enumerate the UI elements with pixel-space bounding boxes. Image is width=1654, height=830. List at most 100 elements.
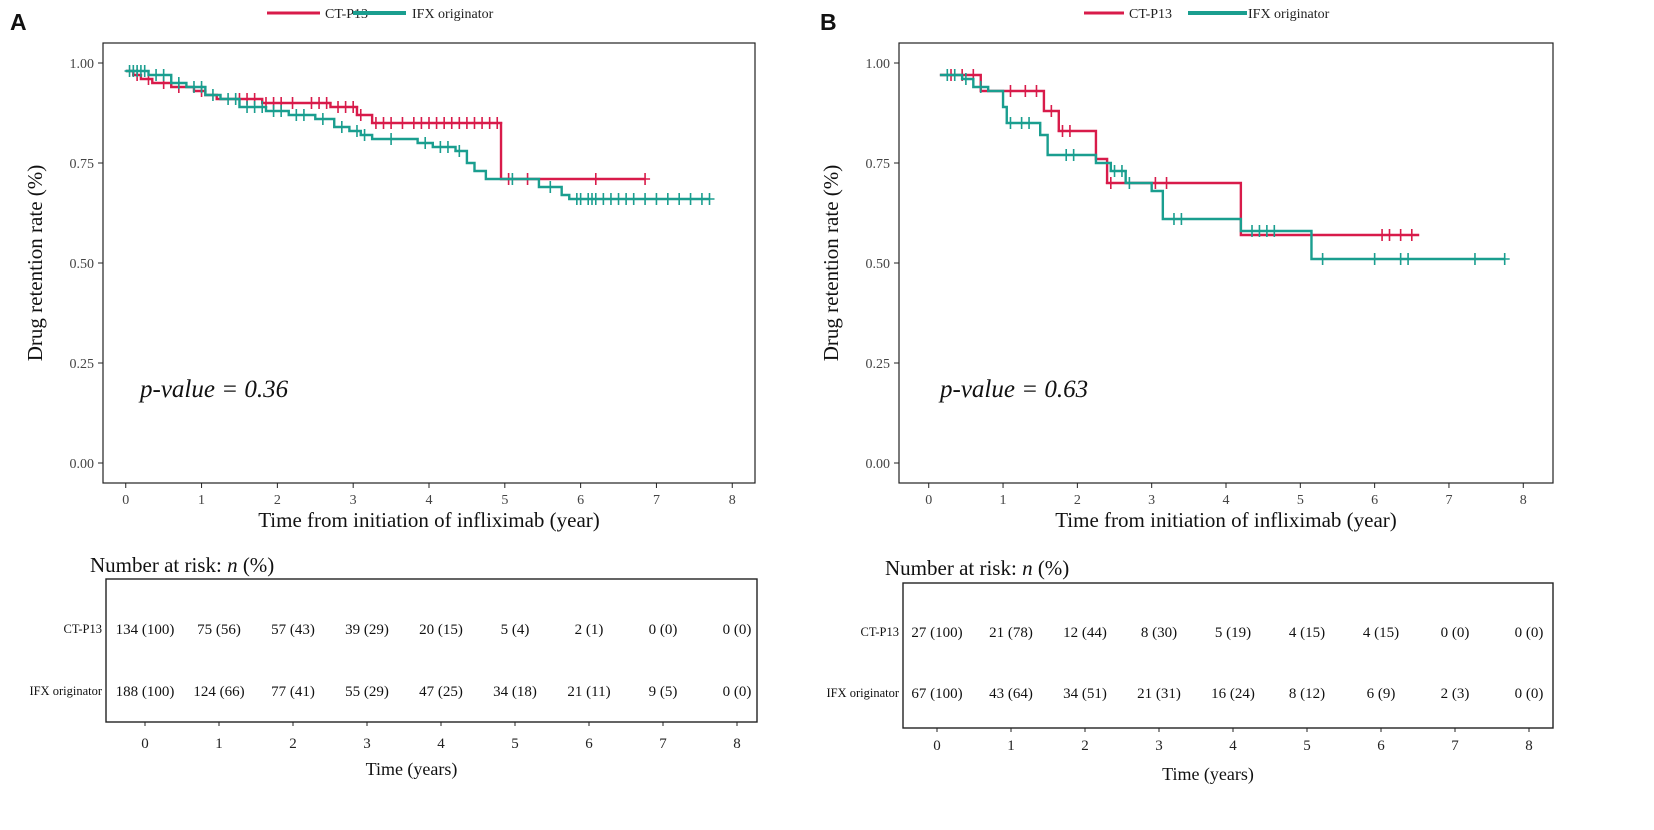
censor-mark xyxy=(276,105,287,117)
risk-table-title-n: n xyxy=(1022,556,1033,580)
y-tick-label: 0.00 xyxy=(70,457,95,472)
risk-table-x-title: Time (years) xyxy=(1162,764,1254,785)
y-tick-label: 0.50 xyxy=(70,257,95,272)
censor-mark xyxy=(590,173,601,185)
legend-label-ifx-originator: IFX originator xyxy=(1248,7,1330,22)
legend: CT-P13 IFX originator xyxy=(1084,7,1330,22)
y-tick-label: 0.00 xyxy=(866,457,891,472)
risk-table-cell: 2 (3) xyxy=(1441,686,1470,702)
risk-table-time-label: 3 xyxy=(1155,738,1163,754)
risk-table-time-label: 6 xyxy=(585,736,593,752)
risk-table-cell: 4 (15) xyxy=(1289,625,1325,641)
censor-mark xyxy=(1499,253,1510,265)
risk-table-time-label: 4 xyxy=(437,736,445,752)
risk-table-cell: 188 (100) xyxy=(116,684,175,700)
censor-mark xyxy=(640,173,651,185)
y-tick-label: 0.25 xyxy=(866,357,891,372)
censor-mark xyxy=(1384,229,1395,241)
censor-mark xyxy=(1317,253,1328,265)
censor-mark xyxy=(507,173,518,185)
risk-table-title-prefix: Number at risk: xyxy=(885,556,1022,580)
km-curve-ifx-originator xyxy=(939,73,1505,261)
censor-mark xyxy=(960,73,971,85)
series-ifx-originator xyxy=(124,65,715,205)
risk-table-title: Number at risk: n (%) xyxy=(90,553,274,577)
legend: CT-P13 IFX originator xyxy=(267,7,494,22)
risk-table-cell: 75 (56) xyxy=(197,622,241,638)
risk-table-cell: 20 (15) xyxy=(419,622,463,638)
censor-mark xyxy=(685,193,696,205)
censor-mark xyxy=(1105,177,1116,189)
censor-mark xyxy=(1068,149,1079,161)
risk-table-title-prefix: Number at risk: xyxy=(90,553,227,577)
censor-mark xyxy=(1005,117,1016,129)
censor-mark xyxy=(640,193,651,205)
censor-mark xyxy=(1024,117,1035,129)
x-tick-label: 3 xyxy=(350,493,357,508)
censor-mark xyxy=(397,117,408,129)
risk-table-cell: 5 (4) xyxy=(501,622,530,638)
panel-a: A CT-P13 IFX originator 0.00 0.25 0.50 0.75 1.0… xyxy=(10,7,758,780)
x-tick-label: 7 xyxy=(1445,493,1452,508)
y-tick-label: 1.00 xyxy=(866,57,891,72)
y-tick-label: 0.75 xyxy=(70,157,95,172)
risk-table-title-suffix: (%) xyxy=(238,553,275,577)
risk-table-time-label: 7 xyxy=(659,736,667,752)
risk-table-cell: 2 (1) xyxy=(575,622,604,638)
risk-table-row-label: CT-P13 xyxy=(64,622,102,636)
y-tick-label: 0.50 xyxy=(866,257,891,272)
series-ct-p13 xyxy=(125,69,651,185)
censor-mark xyxy=(173,77,184,89)
km-curve-ifx-originator xyxy=(125,69,710,201)
censor-mark xyxy=(454,145,465,157)
x-tick-label: 5 xyxy=(501,493,508,508)
risk-table-cell: 134 (100) xyxy=(116,622,175,638)
risk-table-time-label: 5 xyxy=(511,736,519,752)
censor-mark xyxy=(1469,253,1480,265)
censor-mark xyxy=(1176,213,1187,225)
censor-mark xyxy=(662,193,673,205)
risk-table-frame xyxy=(105,578,758,723)
censor-mark xyxy=(257,101,268,113)
risk-table-cell: 8 (30) xyxy=(1141,625,1177,641)
risk-table-cell: 16 (24) xyxy=(1211,686,1255,702)
risk-table: Number at risk: n (%)CT-P13 134 (100) 75 (… xyxy=(29,553,758,780)
legend-label-ifx-originator: IFX originator xyxy=(412,7,494,22)
x-tick-label: 3 xyxy=(1148,493,1155,508)
x-tick-label: 4 xyxy=(1223,493,1230,508)
censor-mark xyxy=(298,109,309,121)
censor-mark xyxy=(196,81,207,93)
y-tick-label: 1.00 xyxy=(70,57,95,72)
risk-table-cell: 0 (0) xyxy=(723,622,752,638)
x-tick-label: 7 xyxy=(653,493,660,508)
censor-mark xyxy=(545,181,556,193)
censor-mark xyxy=(628,193,639,205)
risk-table-cell: 47 (25) xyxy=(419,684,463,700)
panel-b: B CT-P13 IFX originator 0.00 0.25 0.50 0.75 1.0… xyxy=(819,7,1554,785)
risk-table-cell: 55 (29) xyxy=(345,684,389,700)
p-value-annotation: p-value = 0.63 xyxy=(938,376,1088,403)
y-tick-label: 0.75 xyxy=(866,157,891,172)
censor-mark xyxy=(492,117,503,129)
risk-table-time-label: 8 xyxy=(1525,738,1533,754)
censor-mark xyxy=(317,113,328,125)
risk-table-time-label: 5 xyxy=(1303,738,1311,754)
risk-table: Number at risk: n (%) CT-P13 27 (100) 21 (7… xyxy=(826,556,1554,785)
censor-mark xyxy=(442,141,453,153)
censor-mark xyxy=(1403,253,1414,265)
risk-table-cell: 6 (9) xyxy=(1367,686,1396,702)
censor-mark xyxy=(1161,177,1172,189)
censor-mark xyxy=(1269,225,1280,237)
risk-table-row-label: IFX originator xyxy=(826,686,899,700)
censor-mark xyxy=(1064,125,1075,137)
risk-table-cell: 21 (78) xyxy=(989,625,1033,641)
x-tick-label: 1 xyxy=(198,493,205,508)
risk-table-time-label: 4 xyxy=(1229,738,1237,754)
censor-mark xyxy=(351,125,362,137)
censor-mark xyxy=(321,97,332,109)
censor-mark xyxy=(1369,253,1380,265)
censor-mark xyxy=(158,69,169,81)
risk-table-cell: 57 (43) xyxy=(271,622,315,638)
censor-mark xyxy=(355,109,366,121)
